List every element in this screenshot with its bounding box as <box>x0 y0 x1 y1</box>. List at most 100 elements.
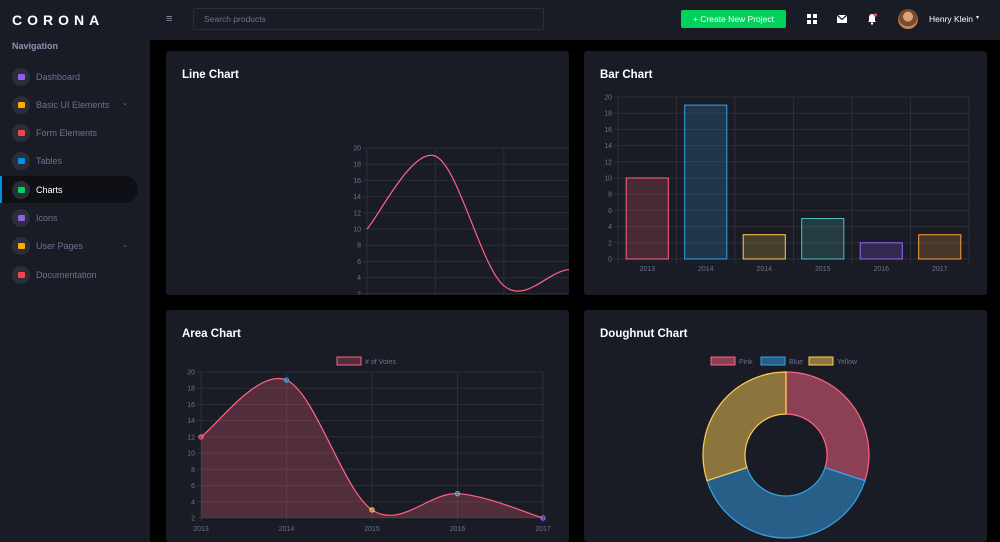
grid-view-icon[interactable] <box>806 13 818 25</box>
chart-bar-icon <box>12 180 30 199</box>
legend-label: Pink <box>739 359 753 366</box>
doughnut-slice <box>706 466 866 539</box>
legend-label: # of Votes <box>365 359 397 366</box>
x-tick-label: 2016 <box>450 526 466 533</box>
bar <box>801 218 845 260</box>
legend-swatch <box>808 356 834 366</box>
speedometer-icon <box>12 67 30 86</box>
y-tick-label: 14 <box>187 418 195 425</box>
legend-swatch <box>760 356 786 366</box>
search-input[interactable] <box>193 8 544 30</box>
sidebar-item-label: Tables <box>36 156 63 167</box>
file-document-box-icon <box>12 265 30 284</box>
y-tick-label: 14 <box>353 194 361 201</box>
bar-chart: 0 2 4 6 8 10 12 14 16 18 20 2013 2014 2014 2015 2016 201… <box>604 95 970 273</box>
sidebar-item-form-elements[interactable]: Form Elements <box>0 120 138 147</box>
doughnut-chart: Pink Blue Yellow <box>702 356 870 539</box>
x-tick-label: 2014 <box>756 266 772 273</box>
data-point <box>369 507 375 513</box>
bar <box>625 177 669 260</box>
y-tick-label: 6 <box>608 208 612 215</box>
sidebar-item-user-pages[interactable]: User Pages ⌄ <box>0 233 138 260</box>
y-tick-label: 14 <box>604 143 612 150</box>
brand-logo[interactable]: CORONA <box>12 12 105 28</box>
x-tick-label: 2017 <box>535 526 551 533</box>
bar <box>918 234 962 260</box>
chevron-down-icon[interactable]: ⌄ <box>122 100 128 108</box>
security-icon <box>12 237 30 256</box>
y-tick-label: 12 <box>187 434 195 441</box>
bar <box>859 242 903 260</box>
sidebar-item-label: Charts <box>36 184 63 195</box>
sidebar-item-documentation[interactable]: Documentation <box>0 261 138 288</box>
x-tick-label: 2017 <box>932 266 948 273</box>
area-fill <box>201 378 543 518</box>
y-tick-label: 10 <box>353 227 361 234</box>
y-tick-label: 16 <box>604 127 612 134</box>
x-tick-label: 2015 <box>815 266 831 273</box>
bar-chart-card: Bar Chart 0 2 4 6 8 10 12 14 16 18 20 2013 2014 2014 2… <box>584 51 987 295</box>
x-tick-label: 2014 <box>698 266 714 273</box>
y-tick-label: 8 <box>608 192 612 199</box>
bell-icon[interactable] <box>866 13 878 25</box>
mail-icon[interactable] <box>836 13 848 25</box>
y-tick-label: 18 <box>353 162 361 169</box>
legend-label: Yellow <box>837 359 858 366</box>
sidebar-item-dashboard[interactable]: Dashboard <box>0 63 138 90</box>
line-chart-title: Line Chart <box>182 69 239 81</box>
y-tick-label: 12 <box>604 159 612 166</box>
y-tick-label: 4 <box>608 224 612 231</box>
data-point <box>454 490 461 497</box>
sidebar: CORONA Navigation Dashboard Basic UI Elem… <box>0 0 150 542</box>
bar <box>742 234 786 260</box>
y-tick-label: 16 <box>187 402 195 409</box>
bar-chart-title: Bar Chart <box>600 69 653 81</box>
playlist-play-icon <box>12 124 30 143</box>
y-tick-label: 8 <box>357 243 361 250</box>
y-tick-label: 20 <box>604 95 612 102</box>
sidebar-item-label: Basic UI Elements <box>36 99 110 110</box>
sidebar-item-tables[interactable]: Tables <box>0 148 138 175</box>
y-tick-label: 10 <box>187 451 195 458</box>
sidebar-item-icons[interactable]: Icons <box>0 205 138 232</box>
y-tick-label: 10 <box>604 176 612 183</box>
y-tick-label: 6 <box>191 483 195 490</box>
avatar[interactable] <box>898 9 918 29</box>
y-tick-label: 4 <box>357 275 361 282</box>
chevron-down-icon[interactable]: ⌄ <box>122 241 128 249</box>
area-chart-card: Area Chart 2 4 6 8 10 12 14 16 18 20 2013 2014 2015 2… <box>166 310 569 542</box>
legend-swatch <box>336 356 362 366</box>
bar <box>684 104 728 260</box>
y-tick-label: 18 <box>604 111 612 118</box>
doughnut-chart-card: Doughnut Chart Pink Blue Yellow <box>584 310 987 542</box>
x-tick-label: 2014 <box>279 526 295 533</box>
data-point <box>198 434 204 440</box>
y-tick-label: 6 <box>357 259 361 266</box>
y-tick-label: 8 <box>191 467 195 474</box>
sidebar-item-basic-ui-elements[interactable]: Basic UI Elements ⌄ <box>0 91 138 118</box>
sidebar-item-label: Form Elements <box>36 128 98 139</box>
topbar: ≡ + Create New Project Henry Klein ▾ <box>150 0 1000 40</box>
create-project-button[interactable]: + Create New Project <box>681 10 786 28</box>
x-tick-label: 2013 <box>639 266 655 273</box>
data-point <box>540 515 546 521</box>
contacts-icon <box>12 209 30 227</box>
nav-section-title: Navigation <box>12 41 59 51</box>
user-name[interactable]: Henry Klein <box>929 14 973 24</box>
x-tick-label: 2015 <box>364 526 380 533</box>
area-chart-title: Area Chart <box>182 328 241 340</box>
y-tick-label: 16 <box>353 178 361 185</box>
y-tick-label: 0 <box>608 257 612 264</box>
line-chart-card: Line Chart 02468101214161820201320142014… <box>166 51 569 295</box>
y-tick-label: 4 <box>191 499 195 506</box>
chevron-down-icon[interactable]: ▾ <box>976 15 980 21</box>
y-tick-label: 20 <box>187 370 195 377</box>
legend-swatch <box>710 356 736 366</box>
sidebar-item-charts[interactable]: Charts <box>0 176 138 204</box>
x-tick-label: 2016 <box>873 266 889 273</box>
doughnut-slice <box>785 371 870 482</box>
sidebar-item-label: Dashboard <box>36 71 81 82</box>
area-series-line <box>200 377 544 519</box>
x-tick-label: 2013 <box>193 526 209 533</box>
menu-toggle-icon[interactable]: ≡ <box>166 13 173 25</box>
